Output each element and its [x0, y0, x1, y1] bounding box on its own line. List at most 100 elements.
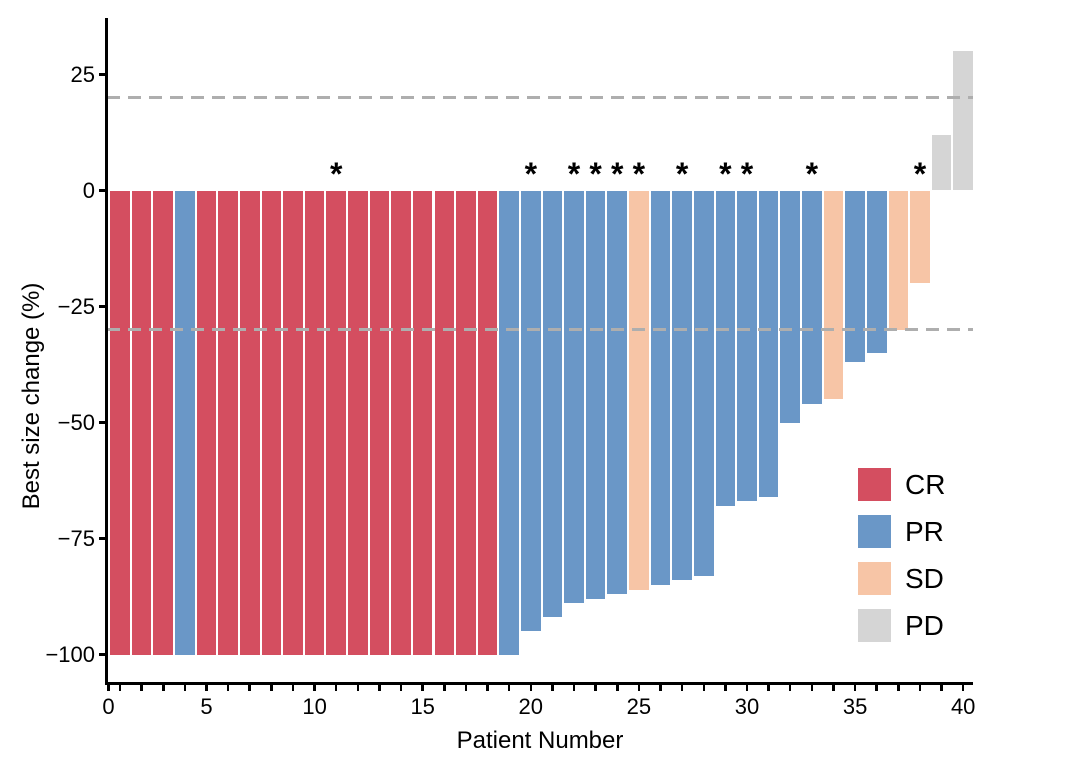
bar-patient-32: [780, 190, 801, 423]
x-tick-patient-24: [616, 684, 619, 691]
significance-asterisk-patient-20: *: [524, 156, 538, 192]
bar-patient-4: [175, 190, 195, 655]
legend-swatch-cr: [858, 468, 891, 501]
y-tick--25: [99, 305, 105, 308]
x-tick-patient-3: [162, 684, 165, 691]
bar-patient-35: [845, 190, 865, 363]
x-tick-patient-37: [897, 684, 900, 691]
x-tick-label-15: 15: [410, 694, 435, 719]
significance-asterisk-patient-22: *: [567, 156, 581, 192]
legend-label-cr: CR: [905, 469, 946, 500]
bar-patient-13: [369, 190, 390, 655]
bar-patient-38: [910, 190, 930, 284]
x-tick-label-30: 30: [734, 694, 760, 719]
bar-patient-16: [434, 190, 455, 655]
x-tick-patient-12: [356, 684, 360, 691]
y-tick-label-25: 25: [70, 61, 95, 87]
reference-line-plus20: [107, 96, 973, 100]
x-tick-patient-2: [140, 684, 143, 691]
y-tick-label--50: −50: [57, 409, 95, 435]
x-tick-0: [107, 684, 110, 691]
x-tick-patient-9: [291, 684, 295, 691]
y-tick-label--75: −75: [57, 525, 95, 551]
bar-patient-25: [629, 190, 649, 590]
x-tick-patient-18: [486, 684, 489, 691]
x-tick-label-0: 0: [102, 694, 115, 719]
legend-label-pr: PR: [905, 516, 944, 547]
significance-asterisk-patient-27: *: [675, 156, 689, 192]
x-tick-patient-1: [118, 684, 122, 691]
bar-patient-18: [477, 190, 498, 655]
significance-asterisk-patient-33: *: [805, 156, 819, 192]
x-tick-label-20: 20: [518, 694, 544, 719]
significance-asterisk-patient-38: *: [913, 156, 927, 192]
bar-patient-22: [564, 190, 584, 604]
bar-patient-28: [693, 190, 714, 576]
bar-patient-9: [283, 190, 303, 655]
bar-patient-17: [456, 190, 476, 655]
x-tick-patient-8: [270, 684, 273, 691]
reference-line-minus30: [107, 328, 973, 332]
legend-swatch-sd: [858, 562, 891, 595]
x-tick-patient-16: [443, 684, 446, 691]
x-tick-patient-19: [507, 684, 511, 691]
bar-patient-3: [153, 190, 174, 655]
x-tick-patient-23: [594, 684, 597, 691]
x-tick-patient-7: [248, 684, 251, 691]
bar-patient-20: [521, 190, 541, 632]
bar-patient-8: [261, 190, 282, 655]
x-tick-patient-26: [659, 684, 662, 691]
y-axis-line: [104, 18, 108, 685]
significance-asterisk-patient-23: *: [589, 156, 602, 192]
x-tick-patient-14: [399, 684, 403, 691]
y-tick-label--25: −25: [57, 293, 95, 319]
significance-asterisk-patient-29: *: [719, 156, 732, 192]
x-axis-title: Patient Number: [456, 727, 624, 754]
x-tick-patient-28: [702, 684, 705, 691]
x-tick-patient-22: [572, 684, 576, 691]
x-tick-patient-11: [334, 684, 338, 691]
y-tick-25: [99, 73, 105, 76]
legend-label-pd: PD: [905, 610, 944, 641]
x-tick-patient-5: [205, 684, 208, 691]
x-tick-patient-25: [637, 684, 641, 691]
x-tick-patient-13: [378, 684, 381, 691]
bar-patient-33: [802, 190, 822, 404]
bar-patient-14: [391, 190, 411, 655]
bar-patient-36: [866, 190, 887, 353]
y-tick--75: [99, 537, 105, 540]
x-tick-patient-10: [313, 684, 316, 691]
x-tick-patient-33: [810, 684, 814, 691]
y-tick-0: [99, 189, 105, 192]
bar-patient-15: [412, 190, 433, 655]
bar-patient-12: [348, 190, 368, 655]
bar-patient-39: [931, 134, 952, 191]
legend-label-sd: SD: [905, 563, 944, 594]
x-tick-patient-30: [745, 684, 749, 691]
bar-patient-19: [499, 190, 519, 655]
y-tick-label--100: −100: [45, 641, 95, 667]
bar-patient-11: [326, 190, 346, 655]
bar-patient-23: [585, 190, 606, 599]
x-tick-patient-20: [529, 684, 533, 691]
legend-swatch-pr: [858, 515, 891, 548]
bar-patient-26: [650, 190, 671, 585]
x-axis-line: [104, 681, 973, 685]
bar-patient-1: [110, 190, 130, 655]
x-tick-patient-31: [767, 684, 770, 691]
x-tick-patient-4: [183, 684, 187, 691]
bar-patient-6: [218, 190, 238, 655]
x-tick-patient-40: [961, 684, 965, 691]
bar-patient-29: [715, 190, 736, 507]
significance-asterisk-patient-30: *: [740, 156, 754, 192]
x-tick-patient-32: [788, 684, 792, 691]
significance-asterisk-patient-11: *: [329, 156, 343, 192]
x-tick-patient-15: [421, 684, 424, 691]
x-tick-label-35: 35: [842, 694, 868, 719]
legend-swatch-pd: [858, 609, 891, 642]
y-tick--50: [99, 421, 105, 424]
x-tick-patient-27: [680, 684, 684, 691]
x-tick-patient-17: [464, 684, 468, 691]
